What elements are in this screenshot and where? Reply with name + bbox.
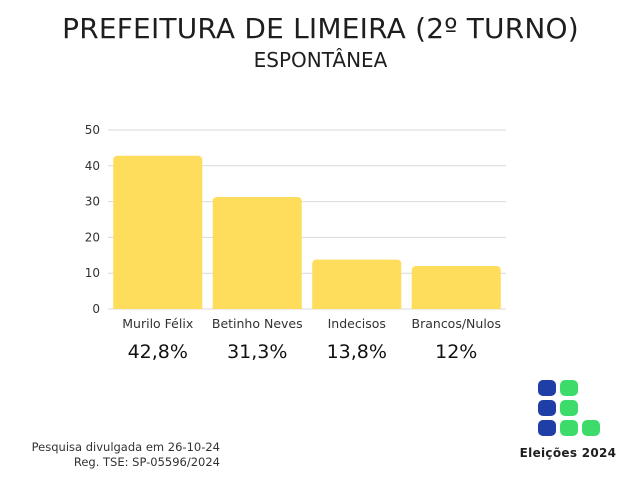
logo-square: [538, 380, 556, 396]
data-label: 13,8%: [327, 341, 387, 363]
y-tick-label: 50: [85, 123, 100, 137]
bar: [113, 155, 203, 309]
data-label: 12%: [435, 341, 477, 363]
survey-note: Pesquisa divulgada em 26-10-24 Reg. TSE:…: [20, 440, 220, 470]
logo-square: [560, 420, 578, 436]
x-tick-label: Murilo Félix: [122, 316, 193, 331]
y-tick-label: 40: [85, 159, 100, 173]
bar-base: [212, 305, 302, 309]
survey-date: Pesquisa divulgada em 26-10-24: [31, 440, 220, 454]
elections-logo-icon: [538, 380, 600, 440]
x-tick-label: Betinho Neves: [212, 316, 303, 331]
x-tick-label: Brancos/Nulos: [412, 316, 501, 331]
bar: [212, 196, 302, 309]
y-tick-label: 30: [85, 195, 100, 209]
logo-square: [582, 420, 600, 436]
data-label: 31,3%: [227, 341, 287, 363]
y-tick-label: 10: [85, 266, 100, 280]
bar-base: [411, 305, 501, 309]
logo-square: [538, 400, 556, 416]
chart-title: PREFEITURA DE LIMEIRA (2º TURNO): [62, 12, 579, 45]
logo-label: Eleições 2024: [519, 446, 617, 460]
bar: [312, 259, 402, 309]
bar: [411, 266, 501, 309]
data-label: 42,8%: [128, 341, 188, 363]
x-tick-label: Indecisos: [328, 316, 386, 331]
bar-base: [312, 305, 402, 309]
y-tick-label: 20: [85, 230, 100, 244]
bar-base: [113, 305, 203, 309]
chart-subtitle: ESPONTÂNEA: [253, 48, 388, 72]
logo-square: [538, 420, 556, 436]
logo-square: [560, 400, 578, 416]
logo-square: [560, 380, 578, 396]
survey-registration: Reg. TSE: SP-05596/2024: [73, 455, 220, 469]
y-tick-label: 0: [92, 302, 100, 316]
